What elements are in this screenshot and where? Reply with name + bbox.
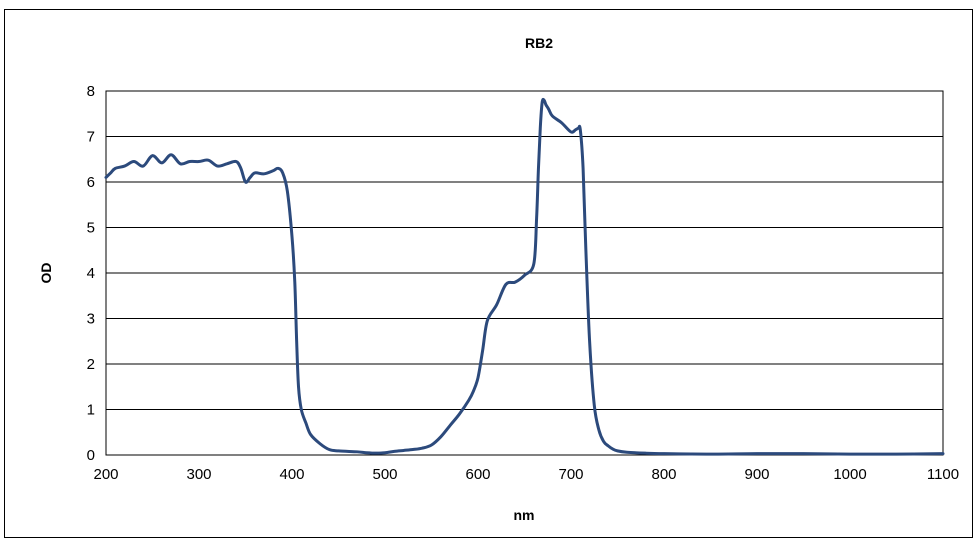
y-tick-label: 5 xyxy=(87,220,95,237)
y-tick-label: 3 xyxy=(87,311,95,328)
x-tick-label: 300 xyxy=(186,466,211,483)
y-tick-label: 2 xyxy=(87,356,95,373)
x-tick-label: 600 xyxy=(465,466,490,483)
x-tick-label: 800 xyxy=(651,466,676,483)
y-tick-label: 7 xyxy=(87,129,95,146)
y-tick-label: 8 xyxy=(87,83,95,100)
x-tick-label: 700 xyxy=(558,466,583,483)
y-tick-label: 6 xyxy=(87,174,95,191)
x-axis-label: nm xyxy=(514,507,535,523)
grid-lines xyxy=(106,90,943,456)
y-axis-label: OD xyxy=(38,263,54,284)
x-axis-tick-labels: 200 300 400 500 600 700 800 900 1000 1100 xyxy=(93,466,959,483)
od-spectrum-chart: RB2 0 1 2 3 4 5 6 7 8 200 300 400 500 600 700 800 900 10… xyxy=(38,35,959,523)
plot-area-border xyxy=(105,90,944,456)
chart-title: RB2 xyxy=(525,35,553,51)
series-line xyxy=(104,97,945,456)
x-tick-label: 1000 xyxy=(833,466,866,483)
y-tick-label: 1 xyxy=(87,402,95,419)
x-tick-label: 1100 xyxy=(927,466,959,483)
y-axis-tick-labels: 0 1 2 3 4 5 6 7 8 xyxy=(87,83,95,464)
chart-frame: RB2 0 1 2 3 4 5 6 7 8 200 300 400 500 600 700 800 900 10… xyxy=(4,9,973,538)
x-tick-label: 900 xyxy=(744,466,769,483)
y-tick-label: 4 xyxy=(87,265,95,282)
x-tick-label: 500 xyxy=(372,466,397,483)
y-tick-label: 0 xyxy=(87,447,95,464)
x-tick-label: 200 xyxy=(93,466,118,483)
x-tick-label: 400 xyxy=(279,466,304,483)
